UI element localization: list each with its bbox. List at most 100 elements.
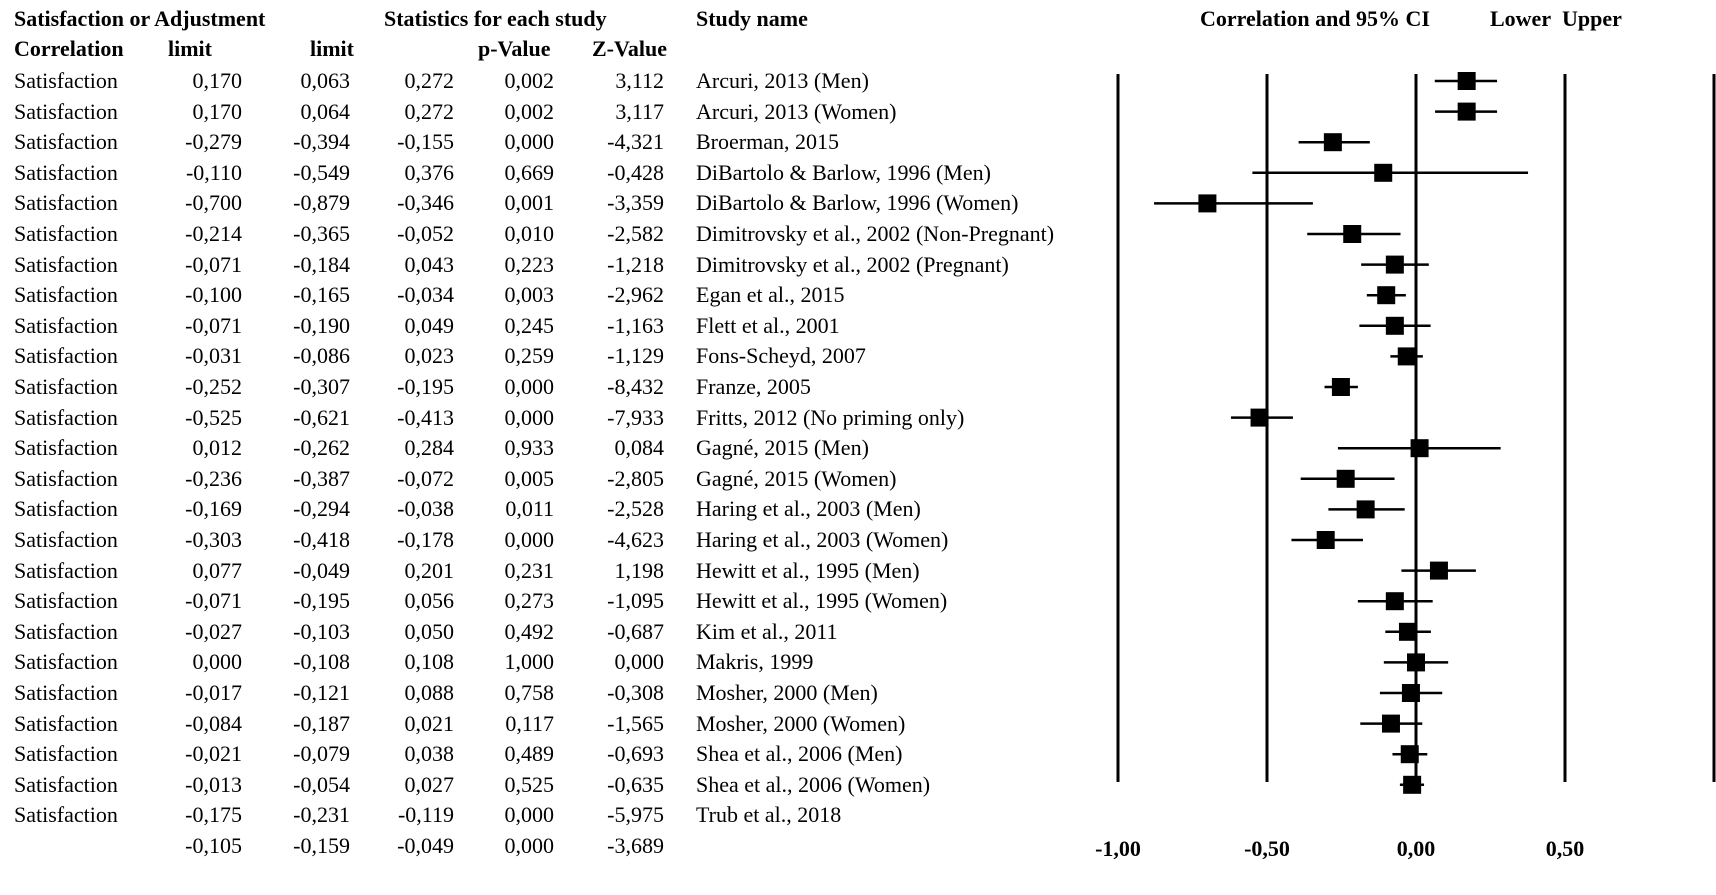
x-tick-label-2: 0,00 xyxy=(1396,836,1436,861)
table-row-12-z: 0,084 xyxy=(614,435,665,461)
table-row-23-lo: -0,054 xyxy=(293,771,350,797)
table-row-1-z: 3,117 xyxy=(615,98,664,124)
table-row-9-study: Fons-Scheyd, 2007 xyxy=(696,343,866,369)
table-row-8-z: -1,163 xyxy=(607,312,664,338)
table-row-15-p: 0,000 xyxy=(504,527,555,552)
table-row-18-hi: 0,050 xyxy=(404,618,455,644)
table-row-24-r: -0,175 xyxy=(185,802,242,828)
table-row-16-p: 0,231 xyxy=(504,557,555,583)
header-study-name: Study name xyxy=(696,6,808,31)
table-row-11-lo: -0,621 xyxy=(293,404,350,430)
table-row-16-study: Hewitt et al., 1995 (Men) xyxy=(696,557,920,583)
point-estimate-10 xyxy=(1331,378,1350,396)
table-row-22-z: -0,693 xyxy=(607,741,664,767)
point-estimate-3 xyxy=(1374,163,1393,182)
point-estimate-19 xyxy=(1407,653,1425,672)
table-row-9-z: -1,129 xyxy=(607,343,664,369)
table-row-15-hi: -0,178 xyxy=(397,527,454,552)
table-row-14-hi: -0,038 xyxy=(397,496,454,522)
table-row-7-p: 0,003 xyxy=(504,282,555,308)
table-row-22-outcome: Satisfaction xyxy=(14,741,118,767)
point-estimate-7 xyxy=(1377,286,1396,305)
table-row-2-lo: -0,394 xyxy=(293,129,350,155)
table-row-14-lo: -0,294 xyxy=(293,496,350,522)
header-group-title: Satisfaction or Adjustment xyxy=(14,6,266,31)
table-row-7-z: -2,962 xyxy=(607,282,664,308)
table-row-11-outcome: Satisfaction xyxy=(14,404,118,430)
table-row-17-study: Hewitt et al., 1995 (Women) xyxy=(696,588,948,614)
table-row-8-r: -0,071 xyxy=(185,312,242,338)
point-estimate-12 xyxy=(1410,439,1429,458)
table-row-19-z: 0,000 xyxy=(614,649,665,675)
table-row-10-outcome: Satisfaction xyxy=(14,374,118,399)
table-row-1-study: Arcuri, 2013 (Women) xyxy=(696,98,897,124)
table-row-11-p: 0,000 xyxy=(504,404,555,430)
table-row-6-study: Dimitrovsky et al., 2002 (Pregnant) xyxy=(696,251,1009,277)
header-lower-limit: limit xyxy=(168,36,212,61)
table-row-15-outcome: Satisfaction xyxy=(14,527,118,552)
table-row-20-outcome: Satisfaction xyxy=(14,680,118,705)
table-row-5-p: 0,010 xyxy=(504,221,555,246)
table-row-4-lo: -0,879 xyxy=(293,190,350,216)
header-z-value: Z-Value xyxy=(592,36,667,61)
table-row-17-hi: 0,056 xyxy=(404,588,455,614)
header-upper-limit: limit xyxy=(310,36,354,61)
header-statistics-title: Statistics for each study xyxy=(384,6,607,31)
table-row-9-p: 0,259 xyxy=(504,343,555,369)
table-row-3-study: DiBartolo & Barlow, 1996 (Men) xyxy=(696,159,991,185)
table-row-4-r: -0,700 xyxy=(185,190,242,216)
table-row-16-outcome: Satisfaction xyxy=(14,557,118,583)
header-p-value: p-Value xyxy=(478,36,551,61)
point-estimate-20 xyxy=(1401,684,1420,702)
table-row-3-outcome: Satisfaction xyxy=(14,159,118,185)
table-row-8-study: Flett et al., 2001 xyxy=(696,312,840,338)
table-row-6-hi: 0,043 xyxy=(404,251,455,277)
point-estimate-5 xyxy=(1343,225,1362,243)
table-row-21-r: -0,084 xyxy=(185,710,242,736)
table-row-12-study: Gagné, 2015 (Men) xyxy=(696,435,869,461)
table-row-7-r: -0,100 xyxy=(185,282,242,308)
table-row-16-lo: -0,049 xyxy=(293,557,350,583)
table-row-23-outcome: Satisfaction xyxy=(14,771,118,797)
table-row-23-r: -0,013 xyxy=(185,771,242,797)
table-row-15-z: -4,623 xyxy=(607,527,664,552)
table-row-5-outcome: Satisfaction xyxy=(14,221,118,246)
point-estimate-4 xyxy=(1198,194,1217,213)
point-estimate-21 xyxy=(1381,714,1400,733)
table-row-14-p: 0,011 xyxy=(505,496,554,522)
table-row-9-hi: 0,023 xyxy=(404,343,455,369)
table-row-6-outcome: Satisfaction xyxy=(14,251,118,277)
header-upper-label: Upper xyxy=(1562,6,1622,31)
table-row-18-outcome: Satisfaction xyxy=(14,618,118,644)
table-row-12-p: 0,933 xyxy=(504,435,555,461)
table-row-23-hi: 0,027 xyxy=(404,771,455,797)
table-row-20-p: 0,758 xyxy=(504,680,555,705)
table-row-23-z: -0,635 xyxy=(607,771,664,797)
table-row-19-outcome: Satisfaction xyxy=(14,649,118,675)
table-row-0-lo: 0,063 xyxy=(300,68,351,93)
table-row-10-p: 0,000 xyxy=(504,374,555,399)
header-correlation: Correlation xyxy=(14,36,124,61)
table-row-22-r: -0,021 xyxy=(185,741,242,767)
summary-row-hi: -0,049 xyxy=(397,833,454,858)
table-row-7-hi: -0,034 xyxy=(397,282,454,308)
table-row-24-study: Trub et al., 2018 xyxy=(696,802,842,828)
point-estimate-16 xyxy=(1429,561,1448,580)
table-row-5-r: -0,214 xyxy=(185,221,242,246)
table-row-5-study: Dimitrovsky et al., 2002 (Non-Pregnant) xyxy=(696,221,1055,246)
table-row-16-z: 1,198 xyxy=(614,557,665,583)
table-row-1-hi: 0,272 xyxy=(404,98,455,124)
table-row-22-hi: 0,038 xyxy=(404,741,455,767)
table-row-22-study: Shea et al., 2006 (Men) xyxy=(696,741,903,767)
table-row-12-r: 0,012 xyxy=(192,435,243,461)
table-row-7-study: Egan et al., 2015 xyxy=(696,282,845,308)
table-row-13-z: -2,805 xyxy=(607,465,664,491)
table-row-0-hi: 0,272 xyxy=(404,68,455,93)
table-row-5-hi: -0,052 xyxy=(397,221,454,246)
point-estimate-15 xyxy=(1316,531,1335,549)
table-row-23-p: 0,525 xyxy=(504,771,555,797)
table-row-12-lo: -0,262 xyxy=(293,435,350,461)
table-row-5-z: -2,582 xyxy=(607,221,664,246)
table-row-21-p: 0,117 xyxy=(505,710,554,736)
table-row-21-outcome: Satisfaction xyxy=(14,710,118,736)
